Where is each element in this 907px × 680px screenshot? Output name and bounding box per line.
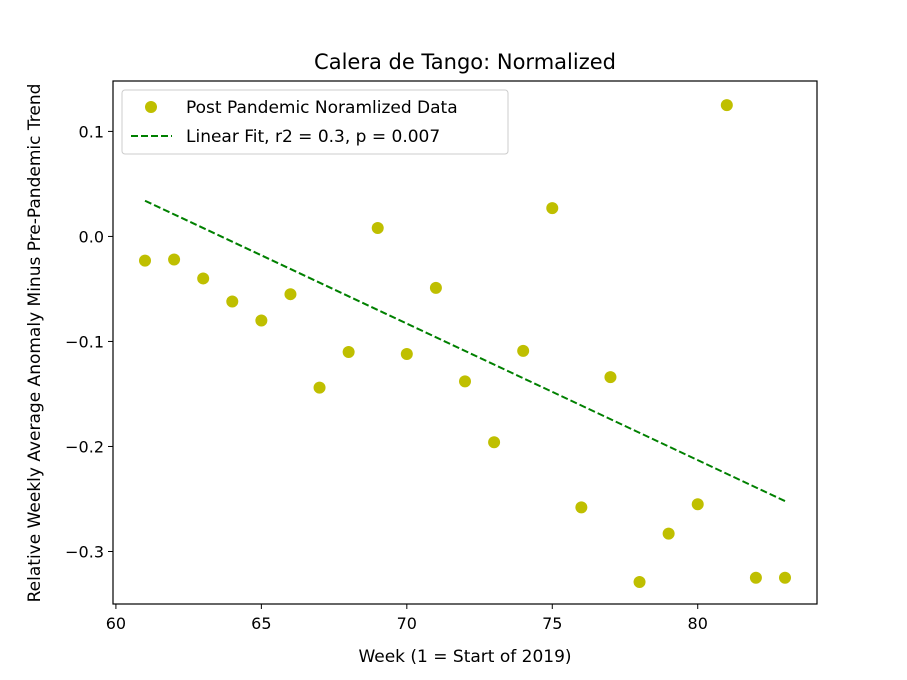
plot-area [113,81,817,604]
data-point [691,498,704,511]
data-point [633,575,646,588]
x-tick-label: 70 [397,614,417,633]
x-tick-label: 80 [688,614,708,633]
data-point [604,371,617,384]
y-axis: −0.3 −0.2 −0.1 0.0 0.1 [65,122,113,561]
y-tick-label: 0.0 [79,227,104,246]
data-point [749,571,762,584]
chart-title: Calera de Tango: Normalized [314,50,616,74]
data-point [313,381,326,394]
data-point [284,288,297,301]
data-point [720,99,733,112]
x-axis-label: Week (1 = Start of 2019) [358,647,571,667]
legend-box [121,89,509,155]
plot-frame [112,80,818,605]
y-tick-label: −0.1 [65,332,104,351]
x-tick-label: 75 [542,614,562,633]
x-tick-label: 65 [251,614,271,633]
data-point [342,345,355,358]
data-point [488,436,501,449]
scatter-points-layer [139,99,791,588]
legend-label-points: Post Pandemic Noramlized Data [186,98,458,118]
data-point [575,501,588,514]
data-point [779,571,791,584]
y-tick-label: −0.2 [65,437,104,456]
y-tick-label: −0.3 [65,542,104,561]
data-point [168,253,181,266]
legend: Post Pandemic Noramlized Data Linear Fit… [121,89,509,155]
data-point [255,314,268,327]
data-point [546,202,559,215]
data-point [662,527,675,540]
data-point [400,348,413,361]
x-tick-label: 60 [106,614,126,633]
legend-label-fit: Linear Fit, r2 = 0.3, p = 0.007 [186,127,440,147]
data-point [517,344,530,357]
x-axis: 60 65 70 75 80 [106,604,708,633]
linear-fit-line [144,199,786,502]
legend-marker-points [145,101,157,113]
data-point [459,375,471,388]
fit-line-layer [144,199,786,502]
y-axis-label: Relative Weekly Average Anomaly Minus Pr… [25,84,45,603]
data-point [197,272,210,285]
data-point [139,254,151,267]
data-point [429,281,442,294]
data-point [226,295,239,308]
y-tick-label: 0.1 [79,122,104,141]
data-point [371,222,384,235]
